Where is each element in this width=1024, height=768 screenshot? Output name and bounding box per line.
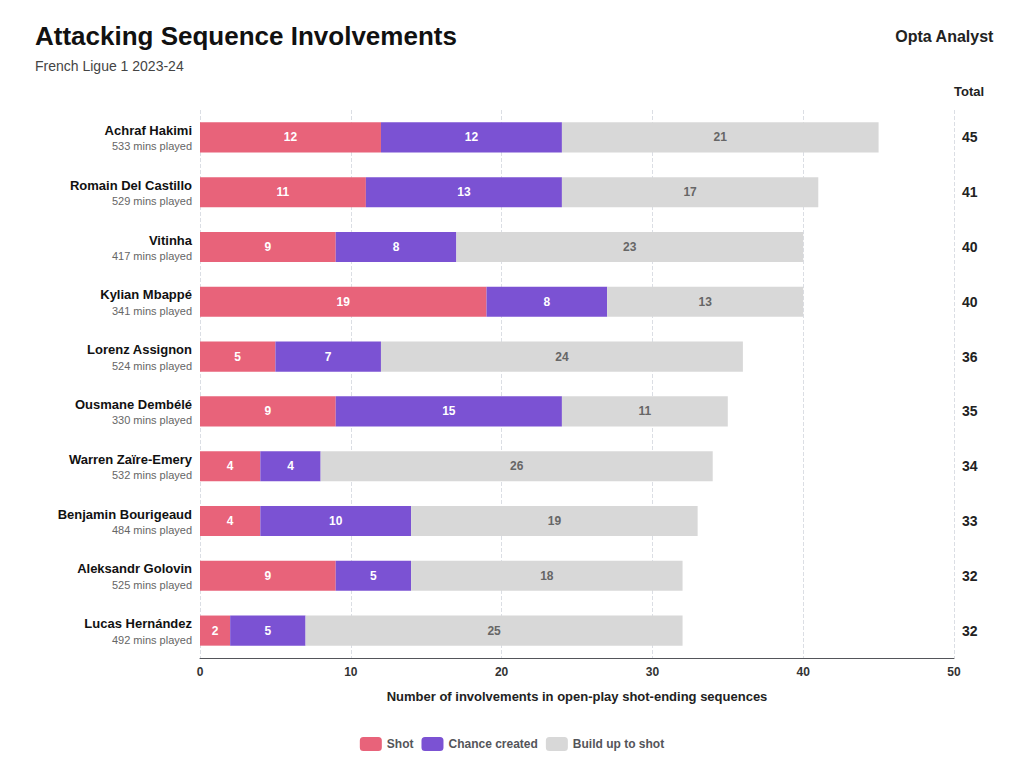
svg-text:12: 12	[284, 130, 298, 144]
svg-text:Aleksandr Golovin: Aleksandr Golovin	[77, 561, 192, 576]
svg-text:Benjamin Bourigeaud: Benjamin Bourigeaud	[58, 507, 192, 522]
svg-text:15: 15	[442, 404, 456, 418]
svg-text:40: 40	[962, 294, 978, 310]
svg-text:341 mins played: 341 mins played	[112, 305, 192, 317]
svg-text:0: 0	[197, 665, 204, 679]
svg-text:524 mins played: 524 mins played	[112, 360, 192, 372]
svg-text:4: 4	[227, 514, 234, 528]
svg-text:11: 11	[277, 185, 290, 199]
svg-text:Lorenz Assignon: Lorenz Assignon	[87, 342, 192, 357]
svg-text:40: 40	[962, 239, 978, 255]
svg-text:32: 32	[962, 568, 978, 584]
svg-text:Lucas Hernández: Lucas Hernández	[84, 616, 192, 631]
svg-text:9: 9	[265, 569, 272, 583]
svg-text:34: 34	[962, 458, 978, 474]
svg-text:Attacking Sequence Involvement: Attacking Sequence Involvements	[35, 21, 457, 51]
svg-text:19: 19	[337, 295, 351, 309]
svg-text:40: 40	[797, 665, 811, 679]
svg-text:45: 45	[962, 129, 978, 145]
svg-text:Opta Analyst: Opta Analyst	[895, 28, 994, 45]
svg-text:525 mins played: 525 mins played	[112, 579, 192, 591]
svg-text:9: 9	[265, 404, 272, 418]
svg-text:529 mins played: 529 mins played	[112, 195, 192, 207]
svg-text:35: 35	[962, 403, 978, 419]
svg-text:36: 36	[962, 349, 978, 365]
svg-text:20: 20	[495, 665, 509, 679]
svg-text:Warren Zaïre-Emery: Warren Zaïre-Emery	[69, 452, 193, 467]
svg-text:13: 13	[457, 185, 471, 199]
svg-text:4: 4	[227, 459, 234, 473]
svg-text:7: 7	[325, 350, 332, 364]
svg-text:Vitinha: Vitinha	[149, 233, 193, 248]
svg-text:533 mins played: 533 mins played	[112, 140, 192, 152]
svg-text:10: 10	[344, 665, 358, 679]
svg-text:Achraf Hakimi: Achraf Hakimi	[105, 123, 192, 138]
svg-text:Total: Total	[954, 84, 984, 99]
svg-text:4: 4	[287, 459, 294, 473]
svg-text:330 mins played: 330 mins played	[112, 414, 192, 426]
svg-text:24: 24	[555, 350, 569, 364]
svg-text:Shot: Shot	[387, 737, 414, 751]
svg-text:Build up to shot: Build up to shot	[573, 737, 664, 751]
svg-text:9: 9	[265, 240, 272, 254]
svg-text:8: 8	[393, 240, 400, 254]
svg-text:532 mins played: 532 mins played	[112, 469, 192, 481]
svg-text:21: 21	[714, 130, 728, 144]
svg-text:30: 30	[646, 665, 660, 679]
svg-text:50: 50	[947, 665, 961, 679]
svg-text:11: 11	[639, 404, 652, 418]
svg-text:25: 25	[487, 624, 501, 638]
svg-text:Number of involvements in open: Number of involvements in open-play shot…	[387, 689, 768, 704]
svg-text:2: 2	[212, 624, 219, 638]
svg-text:5: 5	[370, 569, 377, 583]
svg-text:484 mins played: 484 mins played	[112, 524, 192, 536]
svg-text:Romain Del Castillo: Romain Del Castillo	[70, 178, 192, 193]
svg-text:Chance created: Chance created	[448, 737, 537, 751]
svg-text:12: 12	[465, 130, 479, 144]
svg-text:23: 23	[623, 240, 637, 254]
svg-text:492 mins played: 492 mins played	[112, 634, 192, 646]
svg-text:French Ligue 1 2023-24: French Ligue 1 2023-24	[35, 58, 184, 74]
svg-text:417 mins played: 417 mins played	[112, 250, 192, 262]
svg-text:10: 10	[329, 514, 343, 528]
svg-text:13: 13	[699, 295, 713, 309]
svg-text:33: 33	[962, 513, 978, 529]
svg-text:41: 41	[962, 184, 978, 200]
svg-text:26: 26	[510, 459, 524, 473]
svg-text:18: 18	[540, 569, 554, 583]
svg-text:8: 8	[543, 295, 550, 309]
svg-text:17: 17	[683, 185, 697, 199]
svg-text:5: 5	[234, 350, 241, 364]
svg-text:Kylian Mbappé: Kylian Mbappé	[100, 287, 192, 302]
svg-text:19: 19	[548, 514, 562, 528]
svg-text:Ousmane Dembélé: Ousmane Dembélé	[75, 397, 192, 412]
svg-text:5: 5	[265, 624, 272, 638]
svg-text:32: 32	[962, 623, 978, 639]
